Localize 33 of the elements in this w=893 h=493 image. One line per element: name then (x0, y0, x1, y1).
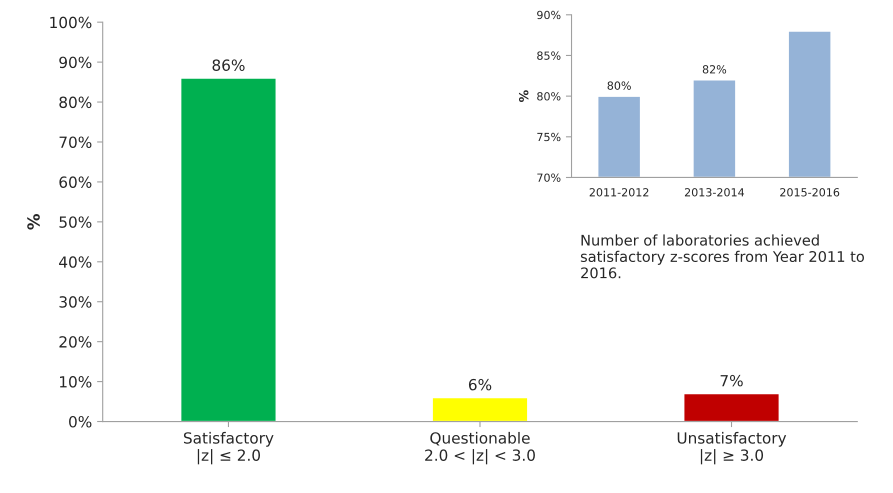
bar (180, 77, 277, 422)
y-tick-label: 90% (537, 10, 560, 20)
bar (683, 392, 780, 422)
x-tick-label: Questionable 2.0 < |z| < 3.0 (425, 432, 535, 464)
y-tick-label: 90% (59, 56, 92, 68)
data-label: 80% (608, 81, 631, 90)
y-tick-label: 50% (60, 216, 92, 228)
y-tick-label: 75% (537, 132, 560, 142)
data-label: 82% (702, 65, 726, 74)
x-tick-label: Satisfactory |z| ≤ 2.0 (184, 432, 274, 464)
y-tick-label: 80% (59, 96, 92, 108)
y-tick-label: 85% (537, 51, 560, 60)
y-tick-label: 80% (537, 92, 560, 101)
y-axis-title: % (27, 214, 40, 230)
y-axis-title: % (518, 90, 528, 102)
y-tick-label: 70% (60, 136, 92, 148)
bar (432, 396, 528, 422)
x-tick-label: Unsatisfactory |z| ≥ 3.0 (678, 432, 786, 464)
x-tick-label: 2013-2014 (684, 188, 744, 196)
x-tick-label: 2015-2016 (780, 188, 840, 196)
annotation: Number of laboratories achieved satisfactory z-scores from Year 2011 to 2016. (580, 234, 864, 278)
y-tick-label: 10% (60, 376, 92, 388)
y-tick-label: 100% (50, 16, 92, 28)
data-label: 7% (720, 374, 743, 386)
y-tick-label: 70% (537, 173, 560, 182)
y-tick-label: 0% (69, 416, 92, 428)
y-tick-label: 40% (59, 256, 92, 268)
y-tick-label: 60% (59, 176, 92, 188)
x-tick-label: 2011-2012 (590, 188, 648, 196)
data-label: 6% (468, 378, 492, 390)
y-tick-label: 20% (59, 336, 92, 348)
y-tick-label: 30% (59, 296, 92, 308)
data-label: 86% (212, 59, 245, 71)
